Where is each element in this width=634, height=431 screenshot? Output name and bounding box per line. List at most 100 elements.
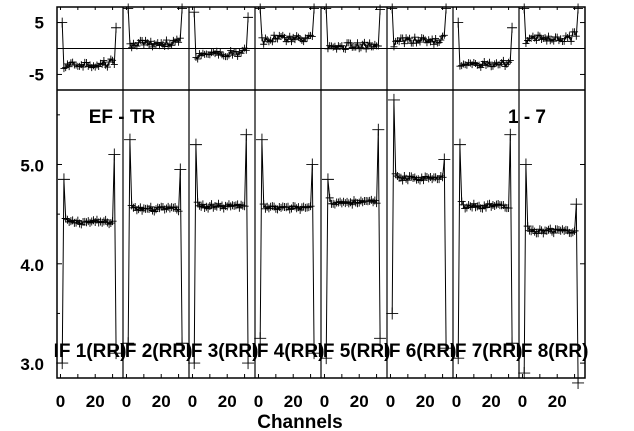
phase-point — [553, 33, 561, 41]
phase-point — [267, 36, 275, 44]
phase-point — [360, 38, 368, 46]
x-tick-label: 0 — [320, 392, 329, 411]
phase-point — [440, 31, 448, 39]
amplitude-point — [174, 163, 187, 176]
amplitude-point — [490, 202, 499, 211]
panel-label: IF 2(RR) — [120, 341, 193, 362]
amplitude-point — [306, 202, 315, 211]
phase-point — [505, 58, 513, 66]
phase-point — [437, 36, 445, 44]
amplitude-point — [174, 207, 183, 216]
amplitude-point — [570, 198, 583, 211]
phase-point — [294, 33, 302, 41]
amplitude-point — [290, 202, 299, 211]
phase-point — [100, 57, 108, 65]
phase-point — [202, 50, 210, 58]
panel-label: IF 7(RR) — [450, 341, 523, 362]
x-tick-label: 20 — [284, 392, 303, 411]
amplitude-point — [189, 138, 202, 151]
phase-point — [243, 12, 254, 23]
phase-point — [235, 48, 243, 56]
amplitude-point — [544, 225, 553, 234]
phase-point — [374, 42, 382, 50]
phase-point — [199, 49, 207, 57]
amplitude-point — [424, 174, 433, 183]
phase-point — [93, 61, 101, 69]
amplitude-point — [75, 219, 84, 228]
phase-point — [564, 33, 572, 41]
amplitude-point — [572, 376, 585, 389]
amplitude-point — [369, 198, 378, 207]
amplitude-point — [110, 347, 123, 360]
phase-point — [123, 3, 134, 14]
amplitude-point — [89, 216, 98, 225]
amplitude-point — [461, 204, 470, 213]
amplitude-point — [277, 203, 286, 212]
phase-point — [472, 59, 480, 67]
phase-point — [220, 52, 228, 60]
amplitude-point — [440, 342, 453, 355]
phase-point — [545, 32, 553, 40]
amplitude-point — [419, 176, 428, 185]
amplitude-point — [63, 215, 72, 224]
phase-point — [155, 42, 163, 50]
phase-point — [522, 39, 530, 47]
phase-point — [357, 44, 365, 52]
x-tick-label: 20 — [416, 392, 435, 411]
phase-point — [352, 43, 360, 51]
amplitude-point — [308, 347, 321, 360]
amplitude-point — [393, 172, 402, 181]
amplitude-point — [240, 202, 249, 211]
phase-point — [177, 3, 188, 14]
phase-point — [321, 3, 332, 14]
amplitude-point — [155, 204, 164, 213]
phase-point — [395, 38, 403, 46]
amplitude-point — [492, 200, 501, 209]
phase-point — [260, 40, 268, 48]
amplitude-point — [136, 203, 145, 212]
phase-point — [189, 7, 200, 18]
amplitude-point — [330, 200, 339, 209]
phase-point — [362, 45, 370, 53]
amplitude-point — [421, 172, 430, 181]
x-tick-label: 0 — [56, 392, 65, 411]
amplitude-point — [478, 204, 487, 213]
phase-point — [338, 42, 346, 50]
y-tick-label-bottom: 3.0 — [20, 355, 44, 374]
phase-point — [300, 38, 308, 46]
amplitude-point — [207, 200, 216, 209]
panel-frames — [56, 6, 586, 379]
phase-point — [62, 64, 70, 72]
amplitude-point — [134, 205, 143, 214]
phase-point — [261, 34, 269, 42]
amplitude-point — [410, 173, 419, 182]
phase-point — [400, 40, 408, 48]
amplitude-point — [487, 202, 496, 211]
phase-point — [534, 31, 542, 39]
amplitude-point — [535, 225, 544, 234]
phase-point — [347, 39, 355, 47]
amplitude-point — [436, 171, 445, 180]
amplitude-point — [87, 217, 96, 226]
corner-label-left: EF - TR — [89, 107, 156, 128]
phase-point — [234, 52, 242, 60]
amplitude-point — [363, 197, 372, 206]
amplitude-point — [344, 199, 353, 208]
amplitude-point — [558, 225, 567, 234]
phase-point — [133, 42, 141, 50]
phase-point — [572, 32, 580, 40]
amplitude-point — [56, 357, 69, 370]
x-tick-label: 0 — [386, 392, 395, 411]
amplitude-point — [409, 173, 418, 182]
amplitude-point — [431, 173, 440, 182]
amplitude-point — [103, 218, 112, 227]
phase-point — [366, 39, 374, 47]
phase-point — [550, 37, 558, 45]
x-tick-label: 0 — [518, 392, 527, 411]
x-tick-label: 20 — [350, 392, 369, 411]
y-tick-label-top: -5 — [29, 65, 44, 84]
tick-labels: 5 -5 5.0 4.0 3.0 0 20 IF 1(RR) 0 20 IF 2(RR) 0 20 IF … — [20, 14, 588, 411]
amplitude-point — [152, 205, 160, 214]
amplitude-point — [108, 148, 121, 161]
amplitude-point — [224, 200, 233, 209]
